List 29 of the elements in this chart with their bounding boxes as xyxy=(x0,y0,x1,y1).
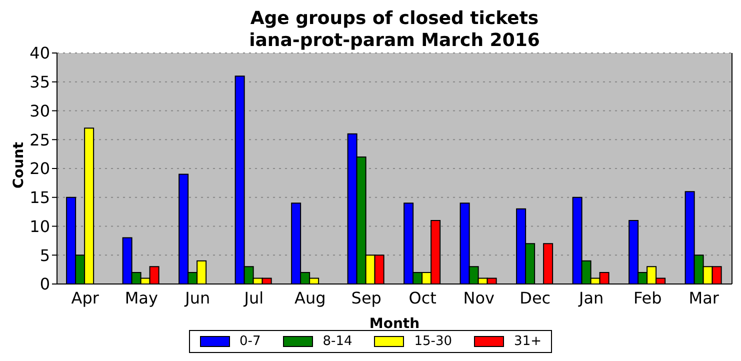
x-tick-label: Jul xyxy=(243,288,264,308)
x-tick-label: Aug xyxy=(294,288,326,308)
y-tick-label: 10 xyxy=(30,216,50,236)
chart-subtitle: iana-prot-param March 2016 xyxy=(248,30,541,52)
x-tick-label: Apr xyxy=(71,288,100,308)
x-tick-label: Mar xyxy=(688,288,720,308)
y-tick-label: 35 xyxy=(30,72,50,92)
legend-label: 0-7 xyxy=(240,334,261,349)
x-tick-label: Jan xyxy=(578,288,604,308)
x-tick-label: Feb xyxy=(633,288,662,308)
x-tick-label: Dec xyxy=(520,288,551,308)
x-axis-title: Month xyxy=(369,316,420,332)
y-tick-label: 40 xyxy=(30,44,50,63)
y-tick-label: 25 xyxy=(30,130,50,150)
legend-label: 15-30 xyxy=(414,334,452,349)
legend-label: 8-14 xyxy=(322,334,352,349)
legend-label: 31+ xyxy=(514,334,542,349)
x-tick-label: Nov xyxy=(463,288,494,308)
chart-title: Age groups of closed tickets xyxy=(249,8,540,30)
x-tick-label: Oct xyxy=(408,288,436,308)
x-tick-label: Sep xyxy=(351,288,382,308)
y-tick-label: 15 xyxy=(30,188,50,208)
x-tick-label: May xyxy=(124,288,158,308)
y-tick-label: 5 xyxy=(40,246,50,265)
y-tick-label: 0 xyxy=(40,274,50,294)
x-tick-label: Jun xyxy=(184,288,210,308)
y-tick-label: 30 xyxy=(30,101,50,120)
y-tick-label: 20 xyxy=(30,159,50,178)
y-axis-title: Count xyxy=(10,142,27,188)
